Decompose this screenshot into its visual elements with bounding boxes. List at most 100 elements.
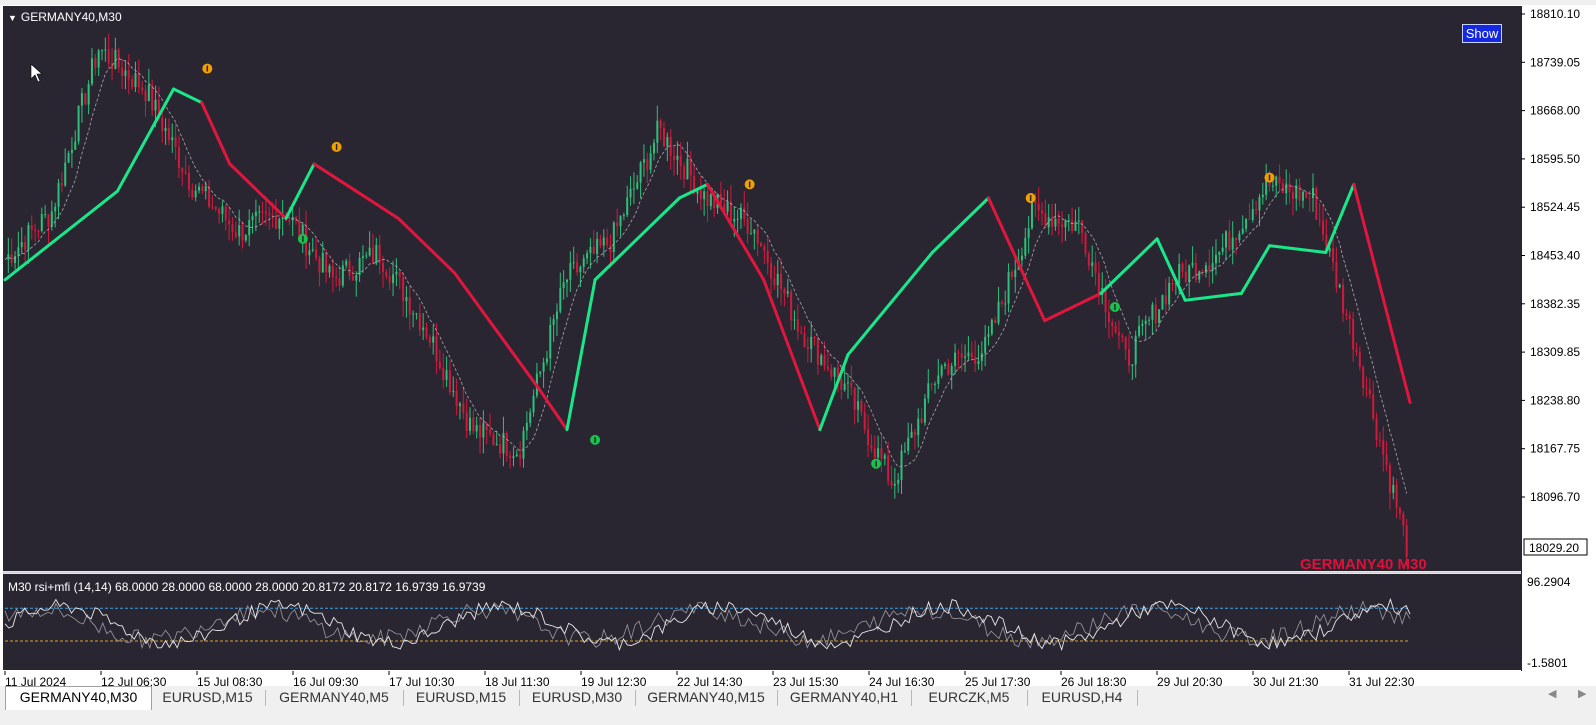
- candle-body: [1054, 218, 1057, 227]
- chart-symbol-title[interactable]: ▼ GERMANY40,M30: [8, 10, 122, 24]
- candle-body: [171, 137, 174, 141]
- candle-body: [1231, 237, 1234, 250]
- sell-signal-icon: [1264, 172, 1275, 183]
- sell-signal-icon: [744, 179, 755, 190]
- candle-body: [1218, 251, 1221, 255]
- indicator-area[interactable]: [3, 574, 1521, 670]
- time-label: 29 Jul 20:30: [1157, 675, 1223, 686]
- candle-body: [1332, 248, 1335, 263]
- price-label: 18810.10: [1530, 7, 1580, 21]
- candle-body: [843, 383, 846, 390]
- candle-body: [964, 356, 967, 358]
- candle-body: [1352, 318, 1355, 350]
- candle-body: [37, 231, 40, 233]
- chart-tab[interactable]: EURCZK,M5: [928, 689, 1010, 705]
- candle-body: [1281, 183, 1284, 194]
- time-label: 26 Jul 18:30: [1061, 675, 1127, 686]
- indicator-lines: [4, 597, 1411, 652]
- candle-body: [1024, 237, 1027, 256]
- candle-body: [97, 50, 100, 68]
- candle-body: [244, 235, 247, 241]
- candle-body: [1051, 217, 1054, 227]
- main-chart-area[interactable]: [3, 6, 1521, 571]
- candle-body: [338, 278, 341, 286]
- candle-body: [345, 260, 348, 266]
- candle-body: [14, 256, 17, 263]
- candle-body: [7, 254, 10, 260]
- tab-separator: [403, 690, 404, 706]
- candle-body: [1194, 262, 1197, 280]
- tab-separator: [635, 690, 636, 706]
- candle-body: [800, 331, 803, 333]
- candle-body: [27, 225, 30, 251]
- candle-body: [696, 188, 699, 194]
- candle-body: [60, 183, 63, 186]
- candle-body: [221, 206, 224, 214]
- chart-tab[interactable]: EURUSD,M15: [415, 689, 507, 705]
- candle-body: [1258, 197, 1261, 211]
- tab-separator: [1027, 690, 1028, 706]
- candle-body: [1378, 439, 1381, 441]
- candle-body: [368, 247, 371, 256]
- trend-segment: [762, 278, 822, 432]
- candle-body: [619, 215, 622, 227]
- collapse-triangle-icon[interactable]: ▼: [8, 13, 17, 23]
- candle-body: [867, 429, 870, 446]
- candle-body: [458, 403, 461, 407]
- time-label: 15 Jul 08:30: [197, 675, 263, 686]
- candle-body: [746, 218, 749, 234]
- trend-segment: [1043, 291, 1103, 323]
- candle-body: [1248, 218, 1251, 220]
- candle-body: [194, 190, 197, 198]
- price-label: 18238.80: [1530, 393, 1580, 407]
- candle-body: [348, 260, 351, 276]
- candle-body: [40, 214, 43, 232]
- indicator-axis-bottom: -1.5801: [1527, 656, 1568, 670]
- scroll-left-icon[interactable]: ◀: [1548, 688, 1557, 700]
- candle-body: [214, 207, 217, 209]
- candle-body: [147, 84, 150, 102]
- time-label: 18 Jul 11:30: [485, 675, 550, 686]
- candle-body: [529, 412, 532, 423]
- candle-body: [114, 49, 117, 70]
- candle-body: [870, 445, 873, 449]
- candle-body: [378, 244, 381, 263]
- candle-body: [47, 214, 50, 227]
- candle-body: [743, 207, 746, 219]
- candle-body: [1214, 254, 1217, 264]
- chart-tab[interactable]: GERMANY40,H1: [789, 689, 899, 705]
- candle-body: [890, 480, 893, 486]
- chart-tab[interactable]: EURUSD,M30: [531, 689, 623, 705]
- trend-segment: [115, 87, 176, 193]
- candle-body: [1345, 313, 1348, 316]
- candle-body: [1074, 221, 1077, 231]
- candle-body: [606, 237, 609, 246]
- chart-tab[interactable]: EURUSD,M15: [162, 689, 253, 705]
- chart-canvas[interactable]: 18810.10 18739.05 18668.00 18595.50 18524.45…: [0, 0, 1596, 686]
- chart-tab[interactable]: GERMANY40,M30: [5, 686, 152, 710]
- candle-body: [1405, 525, 1408, 557]
- chart-tab[interactable]: GERMANY40,M5: [279, 689, 389, 705]
- candle-body: [54, 206, 57, 212]
- candle-body: [131, 79, 134, 88]
- candle-body: [753, 229, 756, 234]
- tab-separator: [265, 690, 266, 706]
- candle-body: [1007, 271, 1010, 304]
- candle-body: [1221, 247, 1224, 252]
- candle-body: [636, 182, 639, 189]
- candle-body: [796, 319, 799, 332]
- candle-body: [388, 276, 391, 284]
- chart-tab[interactable]: EURUSD,H4: [1041, 689, 1123, 705]
- candle-body: [1184, 271, 1187, 283]
- trend-segment: [1099, 237, 1159, 295]
- candle-body: [1402, 513, 1405, 526]
- scroll-right-icon[interactable]: ▶: [1578, 688, 1587, 700]
- chart-tab[interactable]: GERMANY40,M15: [647, 689, 765, 705]
- candle-body: [1134, 335, 1137, 365]
- candle-body: [462, 403, 465, 413]
- candle-body: [1034, 201, 1037, 204]
- signals-layer: [202, 63, 1275, 469]
- price-label: 18595.50: [1530, 152, 1580, 166]
- candle-body: [756, 229, 759, 244]
- show-button[interactable]: Show: [1462, 24, 1502, 43]
